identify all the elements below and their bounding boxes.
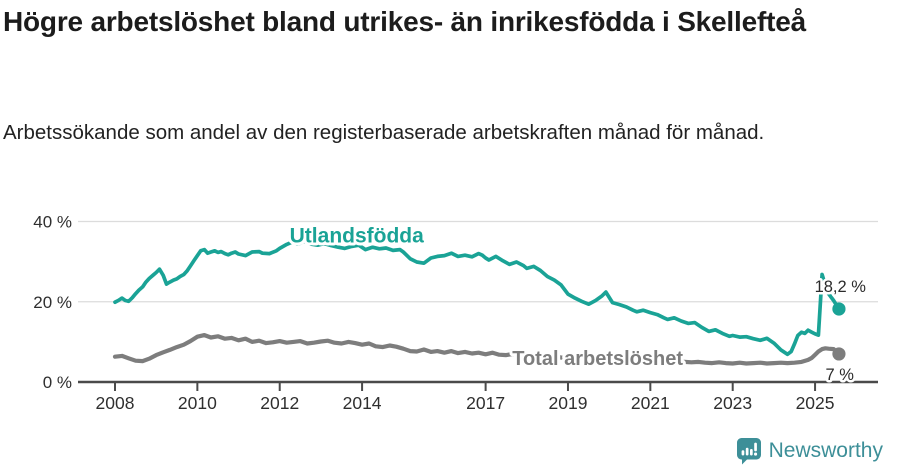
x-tick-label-2017: 2017 xyxy=(466,393,505,413)
chart-title: Högre arbetslöshet bland utrikes- än inr… xyxy=(3,6,806,37)
y-tick-label-20: 20 % xyxy=(33,293,72,312)
x-tick-label-2008: 2008 xyxy=(96,393,135,413)
x-tick-label-2023: 2023 xyxy=(713,393,752,413)
y-tick-label-0: 0 % xyxy=(43,373,72,392)
x-tick-label-2019: 2019 xyxy=(549,393,588,413)
series-end-dot-total-arbetsloshet xyxy=(832,347,846,361)
x-tick-label-2010: 2010 xyxy=(178,393,217,413)
series-end-dot-utlandsfodda xyxy=(832,302,846,316)
series-line-total-arbetsloshet xyxy=(112,333,842,366)
chart-subtitle: Arbetssökande som andel av den registerb… xyxy=(3,121,765,144)
newsworthy-speech-bubble-bar-chart-icon xyxy=(736,438,761,465)
y-tick-label-40: 40 % xyxy=(33,213,72,232)
x-tick-label-2025: 2025 xyxy=(796,393,835,413)
x-tick-label-2012: 2012 xyxy=(260,393,299,413)
end-value-label-utlandsfodda: 18,2 % xyxy=(815,278,867,296)
series-label-utlandsfodda: Utlandsfödda xyxy=(290,225,424,248)
series-label-total-arbetsloshet: Total arbetslöshet xyxy=(512,348,683,370)
newsworthy-logo: Newsworthy xyxy=(736,436,883,466)
series-line-utlandsfodda xyxy=(113,239,841,357)
x-tick-label-2021: 2021 xyxy=(631,393,670,413)
brand-name: Newsworthy xyxy=(768,439,883,462)
end-value-label-total-arbetsloshet: 7 % xyxy=(826,366,855,384)
x-tick-label-2014: 2014 xyxy=(343,393,382,413)
